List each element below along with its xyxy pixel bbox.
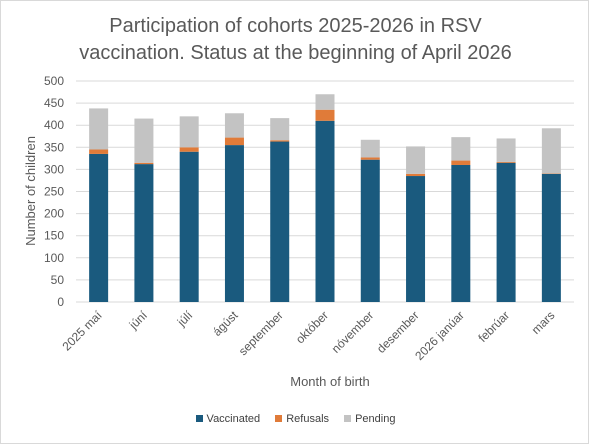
x-tick-label-3: ágúst: [210, 308, 241, 339]
x-tick-label-2: júlí: [174, 308, 196, 330]
bar-pending-4: [270, 118, 290, 141]
y-tick-label-300: 300: [44, 162, 64, 176]
bar-vaccinated-5: [315, 120, 335, 302]
bar-vaccinated-2: [179, 151, 199, 302]
bar-refusals-0: [89, 149, 109, 154]
y-tick-label-250: 250: [44, 185, 64, 199]
y-tick-label-50: 50: [51, 273, 65, 287]
y-tick-label-400: 400: [44, 118, 64, 132]
bar-pending-0: [89, 108, 109, 150]
y-tick-label-150: 150: [44, 229, 64, 243]
y-tick-label-450: 450: [44, 96, 64, 110]
legend-item-vaccinated: Vaccinated: [195, 413, 261, 425]
bar-pending-7: [406, 146, 426, 174]
bar-pending-2: [179, 116, 199, 148]
bar-pending-8: [451, 137, 471, 161]
bar-refusals-3: [224, 137, 244, 146]
x-axis-title: Month of birth: [290, 374, 370, 389]
legend-label-pending: Pending: [355, 413, 396, 425]
y-tick-label-500: 500: [44, 74, 64, 88]
bar-vaccinated-6: [360, 159, 380, 302]
x-tick-label-4: september: [236, 308, 286, 358]
x-tick-label-0: 2025 maí: [59, 308, 105, 354]
bar-vaccinated-10: [541, 173, 561, 302]
bar-pending-6: [360, 139, 380, 158]
bar-vaccinated-9: [496, 162, 516, 302]
bar-pending-5: [315, 94, 335, 110]
bar-pending-9: [496, 138, 516, 162]
legend-item-refusals: Refusals: [275, 413, 329, 425]
y-axis-ticks: 0 50 100 150 200 250 300 350 400 450 500: [44, 74, 64, 309]
chart-title-line-1: Participation of cohorts 2025-2026 in RS…: [109, 15, 482, 37]
legend: Vaccinated Refusals Pending: [1, 413, 590, 425]
bar-refusals-7: [406, 173, 426, 177]
bar-vaccinated-8: [451, 164, 471, 302]
y-tick-label-350: 350: [44, 140, 64, 154]
bar-pending-3: [224, 113, 244, 138]
x-tick-label-10: mars: [529, 308, 558, 337]
legend-label-refusals: Refusals: [286, 413, 330, 425]
bar-pending-1: [134, 118, 154, 163]
y-tick-label-200: 200: [44, 207, 64, 221]
bar-refusals-1: [134, 162, 154, 165]
x-tick-label-6: nóvember: [329, 308, 377, 356]
bars: [89, 94, 561, 302]
x-tick-label-8: 2026 janúar: [412, 308, 467, 363]
x-tick-label-7: desember: [374, 308, 422, 356]
bar-vaccinated-3: [224, 145, 244, 302]
chart-title-line-2: vaccination. Status at the beginning of …: [79, 42, 512, 64]
x-tick-label-5: október: [293, 308, 331, 346]
bar-refusals-4: [270, 140, 290, 142]
bar-vaccinated-1: [134, 164, 154, 302]
bar-vaccinated-4: [270, 141, 290, 302]
x-tick-label-9: febrúar: [475, 308, 512, 345]
y-tick-label-100: 100: [44, 251, 64, 265]
legend-swatch-vaccinated: [195, 414, 203, 422]
bar-refusals-2: [179, 147, 199, 152]
bar-vaccinated-7: [406, 176, 426, 302]
bar-vaccinated-0: [89, 153, 109, 302]
bar-refusals-5: [315, 109, 335, 121]
legend-label-vaccinated: Vaccinated: [206, 413, 261, 425]
bar-refusals-8: [451, 160, 471, 165]
bar-pending-10: [541, 128, 561, 174]
x-tick-label-1: júní: [126, 308, 151, 333]
legend-swatch-refusals: [275, 414, 283, 422]
y-axis-title: Number of children: [23, 136, 38, 246]
legend-item-pending: Pending: [344, 413, 395, 425]
bar-refusals-9: [496, 161, 516, 163]
bar-refusals-6: [360, 157, 380, 160]
y-tick-label-0: 0: [57, 295, 64, 309]
chart-title: Participation of cohorts 2025-2026 in RS…: [1, 13, 590, 67]
legend-swatch-pending: [344, 414, 352, 422]
